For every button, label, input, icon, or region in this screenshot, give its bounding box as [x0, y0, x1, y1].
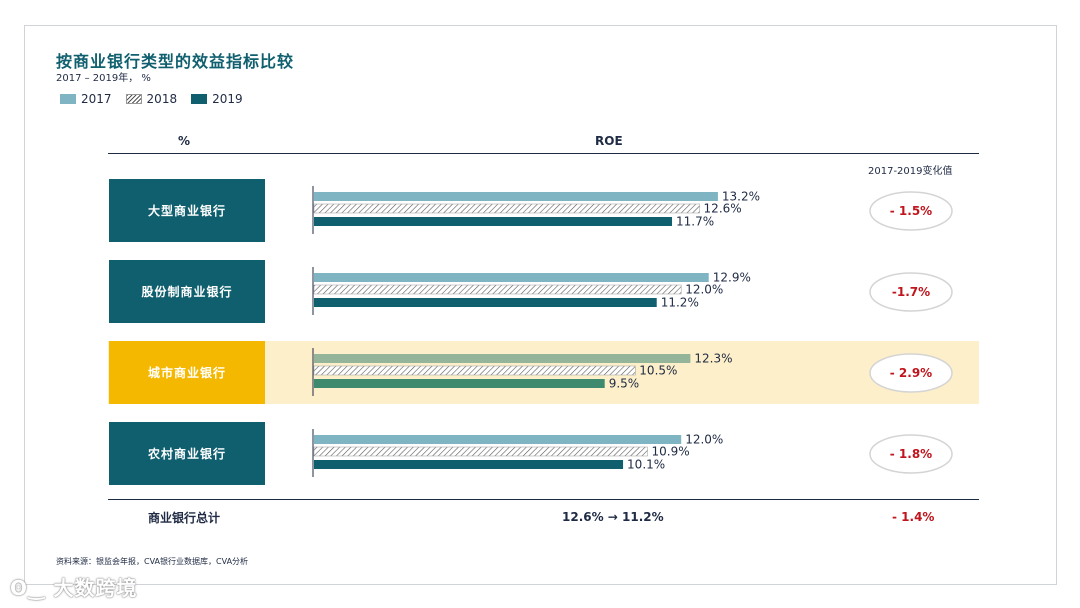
bar-2017 [314, 273, 709, 282]
source-note: 资料来源：银监会年报，CVA银行业数据库，CVA分析 [56, 557, 249, 566]
total-rule [108, 499, 979, 500]
legend-item-2017: 2017 [60, 92, 112, 106]
value-label-2017: 12.3% [694, 352, 732, 366]
value-label-2018: 10.9% [652, 445, 690, 459]
category-label-joint-stock-banks: 股份制商业银行 [109, 260, 265, 323]
bar-2017 [314, 354, 691, 363]
bar-2018 [313, 365, 636, 376]
legend-item-2018: 2018 [125, 92, 178, 106]
value-label-2018: 12.6% [704, 202, 742, 216]
value-label-2019: 11.2% [661, 296, 699, 310]
bar-2017 [314, 435, 682, 444]
legend: 2017 2018 2019 [60, 92, 243, 106]
watermark-text: 大数跨境 [53, 576, 138, 600]
bar-2019 [314, 379, 605, 388]
bar-2019 [314, 217, 673, 226]
change-label: - 1.8% [890, 447, 932, 461]
header-rule [108, 153, 979, 154]
change-label: - 1.5% [890, 204, 932, 218]
value-label-2017: 12.9% [713, 271, 751, 285]
value-label-2018: 12.0% [685, 283, 723, 297]
legend-label-2019: 2019 [212, 92, 243, 106]
legend-item-2019: 2019 [191, 92, 243, 106]
legend-label-2018: 2018 [146, 92, 178, 106]
value-label-2019: 10.1% [627, 458, 665, 472]
header-change: 2017-2019变化值 [868, 166, 953, 177]
bar-2018 [313, 284, 682, 295]
bar-2017 [314, 192, 718, 201]
change-ellipse [869, 272, 953, 312]
value-label-2019: 9.5% [609, 377, 640, 391]
value-label-2017: 13.2% [722, 190, 760, 204]
change-ellipse [869, 353, 953, 393]
legend-swatch-2019 [191, 94, 208, 104]
legend-swatch-2017 [60, 94, 76, 104]
total-label: 商业银行总计 [148, 511, 221, 525]
change-ellipse [869, 434, 953, 474]
header-percent: % [178, 134, 191, 148]
change-label: -1.7% [892, 285, 930, 299]
total-change: - 1.4% [892, 510, 935, 524]
bar-2018 [313, 446, 648, 457]
category-label-rural-banks: 农村商业银行 [109, 422, 265, 485]
change-ellipse [869, 191, 953, 231]
change-label: - 2.9% [890, 366, 932, 380]
category-label-large-banks: 大型商业银行 [109, 179, 265, 242]
header-roe: ROE [595, 134, 623, 148]
legend-swatch-2018 [125, 94, 142, 104]
bar-2019 [314, 298, 657, 307]
bar-2019 [314, 460, 624, 469]
chart-title: 按商业银行类型的效益指标比较 [56, 52, 295, 71]
value-label-2019: 11.7% [676, 215, 714, 229]
value-label-2017: 12.0% [685, 433, 723, 447]
total-roe: 12.6% → 11.2% [562, 510, 664, 524]
legend-label-2017: 2017 [81, 92, 112, 106]
watermark-logo: ʘ‿ 大数跨境 [10, 576, 138, 600]
value-label-2018: 10.5% [639, 364, 677, 378]
bar-2018 [313, 203, 700, 214]
chart-subtitle: 2017 – 2019年， % [56, 73, 151, 84]
category-label-city-banks: 城市商业银行 [109, 341, 265, 404]
